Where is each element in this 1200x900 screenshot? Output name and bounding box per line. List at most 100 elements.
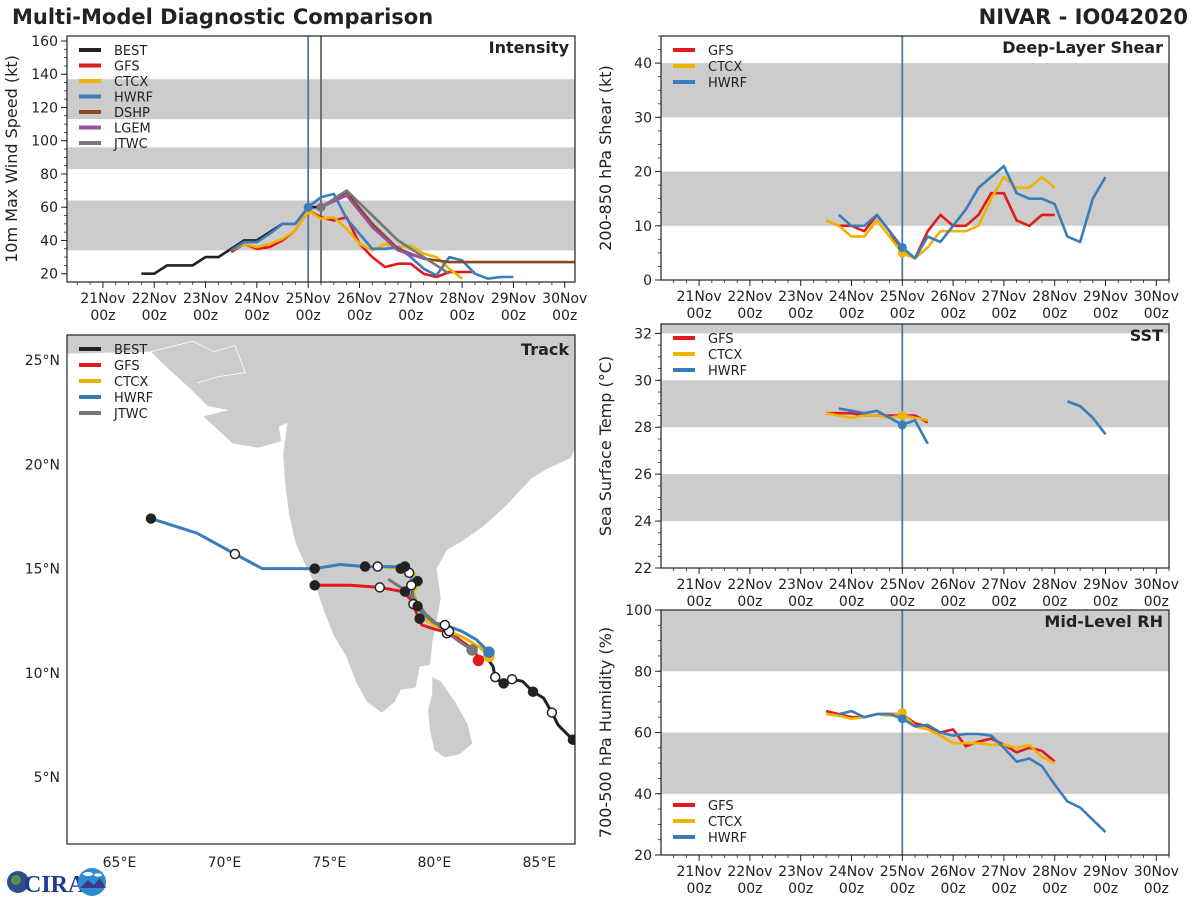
threshold-band xyxy=(661,732,1169,794)
x-tick-label-hour: 00z xyxy=(737,306,762,322)
x-tick-label-date: 27Nov xyxy=(981,864,1026,880)
analysis-marker-hwrf xyxy=(897,242,907,252)
x-tick-label-hour: 00z xyxy=(890,306,915,322)
x-tick-label-date: 28Nov xyxy=(1032,577,1077,593)
track-marker-best xyxy=(489,671,501,683)
panel-title: Deep-Layer Shear xyxy=(1002,38,1163,57)
x-tick-label-date: 25Nov xyxy=(286,291,331,307)
x-tick-label-hour: 00z xyxy=(788,306,813,322)
legend-label: BEST xyxy=(114,343,147,358)
cira-logo: CIRA xyxy=(4,866,108,898)
plot-frame xyxy=(660,323,1170,569)
track-marker-gfs xyxy=(399,586,411,597)
series-line-ctcx xyxy=(825,411,928,422)
x-tick-label-hour: 00z xyxy=(90,308,115,324)
analysis-marker-hwrf xyxy=(303,202,313,212)
legend-item-ctcx: CTCX xyxy=(673,60,742,75)
track-marker-hwrf xyxy=(406,580,417,591)
legend-item-ctcx: CTCX xyxy=(79,375,148,390)
lat-tick-label: 5°N xyxy=(34,770,60,786)
track-marker-hwrf xyxy=(439,619,451,631)
legend-item-lgem: LGEM xyxy=(79,122,151,137)
analysis-marker-hwrf xyxy=(897,420,907,430)
series-line-gfs xyxy=(230,209,475,279)
x-tick-label-hour: 00z xyxy=(1042,881,1067,897)
y-tick-label: 80 xyxy=(634,664,652,680)
x-tick-label-date: 26Nov xyxy=(337,291,382,307)
x-tick-label-hour: 00z xyxy=(1144,306,1169,322)
track-marker-hwrf xyxy=(309,563,320,574)
x-tick-label-hour: 00z xyxy=(193,308,218,324)
track-marker-best xyxy=(527,686,539,697)
legend-item-best: BEST xyxy=(79,44,147,59)
series-line-jtwc xyxy=(320,189,451,275)
x-tick-label-hour: 00z xyxy=(788,881,813,897)
x-tick-label-hour: 00z xyxy=(501,308,526,324)
legend-item-hwrf: HWRF xyxy=(673,76,747,91)
threshold-band xyxy=(661,474,1169,522)
x-tick-label-date: 22Nov xyxy=(132,291,177,307)
x-tick-label-hour: 00z xyxy=(1042,594,1067,610)
track-marker-hwrf xyxy=(372,561,383,572)
x-tick-label-hour: 00z xyxy=(1093,881,1118,897)
legend-item-jtwc: JTWC xyxy=(79,137,148,152)
lon-tick-label: 70°E xyxy=(208,855,242,871)
x-tick-label-hour: 00z xyxy=(941,881,966,897)
series-line-ctcx xyxy=(825,175,1056,260)
lat-tick-label: 20°N xyxy=(25,457,60,473)
track-marker-hwrf xyxy=(399,561,411,572)
x-tick-label-date: 22Nov xyxy=(727,864,772,880)
legend-item-gfs: GFS xyxy=(79,359,140,374)
legend-label: HWRF xyxy=(708,831,747,846)
x-tick-label-date: 25Nov xyxy=(880,289,925,305)
x-tick-label-hour: 00z xyxy=(839,306,864,322)
y-axis-label: 200-850 hPa Shear (kt) xyxy=(596,65,615,251)
y-tick-label: 40 xyxy=(40,233,58,249)
land-mass xyxy=(67,335,575,758)
series-line-hwrf xyxy=(230,192,514,280)
x-tick-label-date: 29Nov xyxy=(1083,864,1128,880)
legend-item-hwrf: HWRF xyxy=(79,91,153,106)
lat-tick-label: 10°N xyxy=(25,666,60,682)
legend-item-ctcx: CTCX xyxy=(673,815,742,830)
x-tick-label-hour: 00z xyxy=(890,881,915,897)
threshold-band xyxy=(661,324,1169,334)
x-tick-label-date: 30Nov xyxy=(1134,864,1179,880)
track-panel: 65°E 70°E 75°E 80°E 85°E 5°N 10°N 15°N 20°N 25°N T… xyxy=(25,334,576,871)
threshold-band xyxy=(661,171,1169,226)
y-tick-label: 10 xyxy=(634,219,652,235)
analysis-marker-ctcx xyxy=(897,411,907,420)
shear-panel: 01020304021Nov00z22Nov00z23Nov00z24Nov00… xyxy=(596,35,1179,322)
legend-label: GFS xyxy=(708,332,734,347)
track-marker-ctcx xyxy=(412,600,423,612)
x-tick-label-hour: 00z xyxy=(687,306,712,322)
legend-label: GFS xyxy=(114,60,140,75)
x-tick-label-date: 24Nov xyxy=(234,291,279,307)
series-line-hwrf xyxy=(838,400,1107,445)
track-line-best xyxy=(481,655,574,741)
x-tick-label-date: 28Nov xyxy=(1032,864,1077,880)
y-tick-label: 140 xyxy=(31,67,58,83)
sri-lanka-land xyxy=(428,677,473,758)
x-tick-label-hour: 00z xyxy=(737,594,762,610)
x-tick-label-hour: 00z xyxy=(142,308,167,324)
y-tick-label: 60 xyxy=(634,726,652,742)
y-tick-label: 120 xyxy=(31,100,58,116)
legend-label: JTWC xyxy=(113,137,148,152)
x-tick-label-hour: 00z xyxy=(687,881,712,897)
legend-item-ctcx: CTCX xyxy=(673,348,742,363)
legend-label: CTCX xyxy=(708,815,742,830)
legend-label: LGEM xyxy=(114,122,151,137)
legend-label: CTCX xyxy=(114,375,148,390)
threshold-band xyxy=(661,610,1169,672)
y-tick-label: 20 xyxy=(634,848,652,864)
x-tick-label-date: 24Nov xyxy=(829,864,874,880)
y-tick-label: 160 xyxy=(31,34,58,50)
x-tick-label-date: 26Nov xyxy=(931,289,976,305)
legend-item-hwrf: HWRF xyxy=(673,831,747,846)
x-tick-label-date: 23Nov xyxy=(183,291,228,307)
lon-tick-label: 65°E xyxy=(103,855,137,871)
x-tick-label-date: 22Nov xyxy=(727,577,772,593)
track-marker-hwrf xyxy=(359,561,371,572)
